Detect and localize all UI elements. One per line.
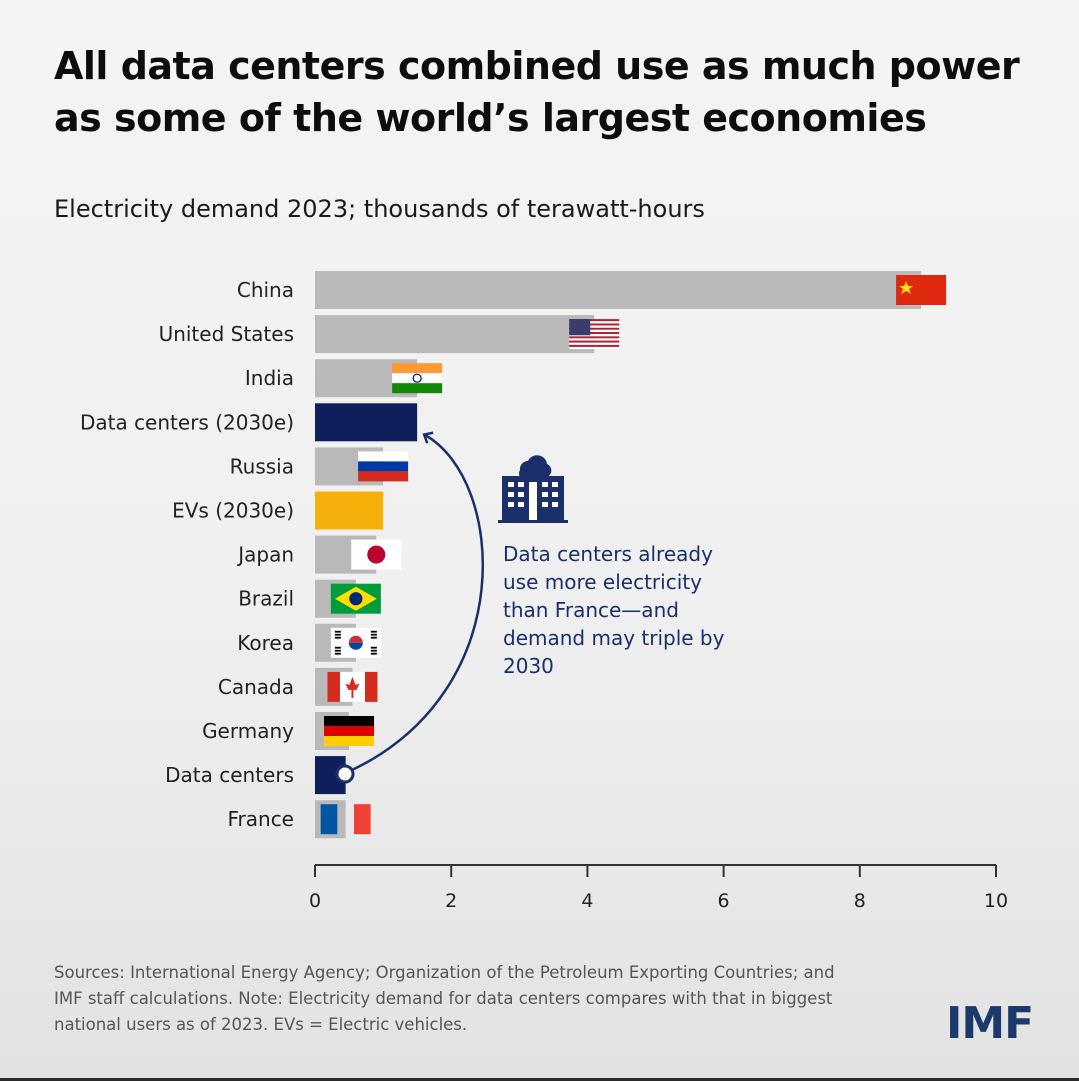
- growth-arrow: [351, 431, 485, 772]
- imf-logo: IMF: [946, 998, 1034, 1049]
- x-tick-label: 8: [854, 890, 866, 912]
- category-label: Japan: [236, 543, 294, 567]
- category-label: United States: [159, 322, 294, 346]
- chart-title: All data centers combined use as much po…: [54, 44, 1020, 140]
- japan-flag-icon: [351, 539, 402, 570]
- x-tick-label: 4: [581, 890, 593, 912]
- category-label: France: [227, 807, 294, 831]
- category-label: Data centers: [165, 763, 294, 787]
- category-label: Germany: [202, 719, 294, 743]
- x-tick-label: 10: [984, 890, 1008, 912]
- sources-note: Sources: International Energy Agency; Or…: [54, 963, 835, 1034]
- building-icon: [498, 455, 568, 523]
- bottom-divider: [0, 1078, 1079, 1081]
- data-centers-marker: [335, 764, 355, 784]
- category-label: EVs (2030e): [172, 499, 294, 523]
- canada-flag-icon: [327, 671, 378, 702]
- chart-subtitle: Electricity demand 2023; thousands of te…: [54, 195, 705, 223]
- china-flag-icon: [896, 275, 947, 305]
- category-label: Korea: [237, 631, 294, 655]
- x-tick-label: 0: [309, 890, 321, 912]
- india-flag-icon: [392, 363, 443, 394]
- category-label: Canada: [218, 675, 294, 699]
- bar-data-centers-2030e: [315, 403, 418, 442]
- brazil-flag-icon: [330, 583, 381, 614]
- x-tick-label: 2: [445, 890, 457, 912]
- category-label: Data centers (2030e): [80, 410, 294, 434]
- bar-china: [315, 271, 922, 309]
- bar-evs-2030e: [315, 491, 384, 530]
- category-label: India: [245, 366, 294, 390]
- bar-united-states: [315, 315, 595, 354]
- france-flag-icon: [320, 804, 371, 835]
- us-flag-icon: [569, 319, 620, 350]
- x-tick-label: 6: [718, 890, 730, 912]
- category-label: Brazil: [238, 587, 294, 611]
- annotation-text: Data centers already use more electricit…: [503, 542, 725, 678]
- category-label: Russia: [230, 454, 294, 478]
- germany-flag-icon: [324, 716, 375, 746]
- category-label: China: [237, 278, 294, 302]
- russia-flag-icon: [358, 451, 409, 482]
- korea-flag-icon: [330, 627, 381, 658]
